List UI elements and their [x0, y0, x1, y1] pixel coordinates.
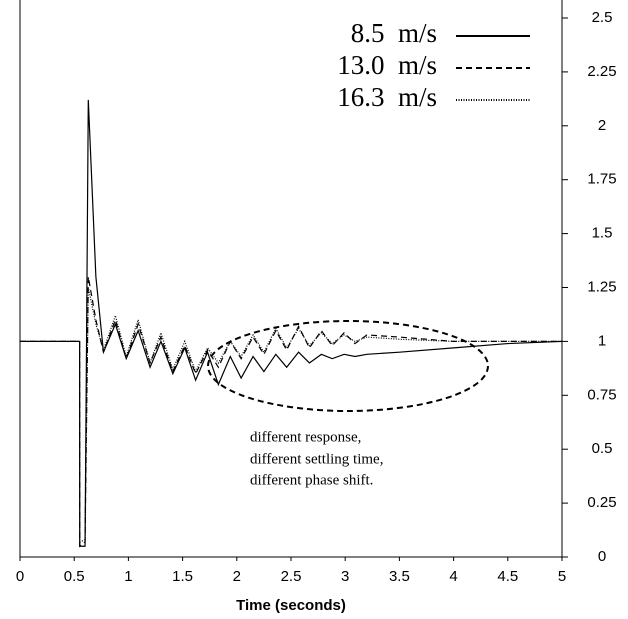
- y-tick-label: 2.25: [587, 63, 616, 80]
- series-line: [20, 99, 563, 547]
- annotation: different settling time,: [250, 451, 383, 467]
- y-tick-label: 2: [598, 117, 606, 134]
- x-tick-label: 4.5: [497, 568, 518, 585]
- y-tick-label: 1.75: [587, 171, 616, 188]
- y-tick-label: 2.5: [592, 9, 613, 26]
- y-tick-label: 0: [598, 548, 606, 565]
- legend-label: 8.5 m/s: [351, 18, 437, 48]
- x-tick-label: 2.5: [281, 568, 302, 585]
- x-tick-label: 4: [449, 568, 457, 585]
- y-tick-label: 1: [598, 332, 606, 349]
- x-tick-label: 1.5: [172, 568, 193, 585]
- highlight-ellipse: [207, 320, 489, 412]
- x-tick-label: 0: [16, 568, 24, 585]
- y-tick-label: 0.25: [587, 494, 616, 511]
- y-tick-label: 1.5: [592, 225, 613, 242]
- x-tick-label: 5: [558, 568, 566, 585]
- x-tick-label: 3.5: [389, 568, 410, 585]
- legend-label: 16.3 m/s: [337, 82, 437, 112]
- annotation: different response,: [250, 429, 361, 445]
- series-line: [20, 276, 562, 548]
- x-tick-label: 0.5: [64, 568, 85, 585]
- y-tick-label: 1.25: [587, 278, 616, 295]
- y-tick-label: 0.5: [592, 440, 613, 457]
- x-tick-label: 3: [341, 568, 349, 585]
- annotation: different phase shift.: [250, 472, 373, 488]
- x-tick-label: 1: [124, 568, 132, 585]
- x-tick-label: 2: [233, 568, 241, 585]
- y-tick-label: 0.75: [587, 386, 616, 403]
- x-axis-title: Time (seconds): [236, 597, 346, 614]
- legend-label: 13.0 m/s: [337, 50, 437, 80]
- series-line: [20, 287, 562, 543]
